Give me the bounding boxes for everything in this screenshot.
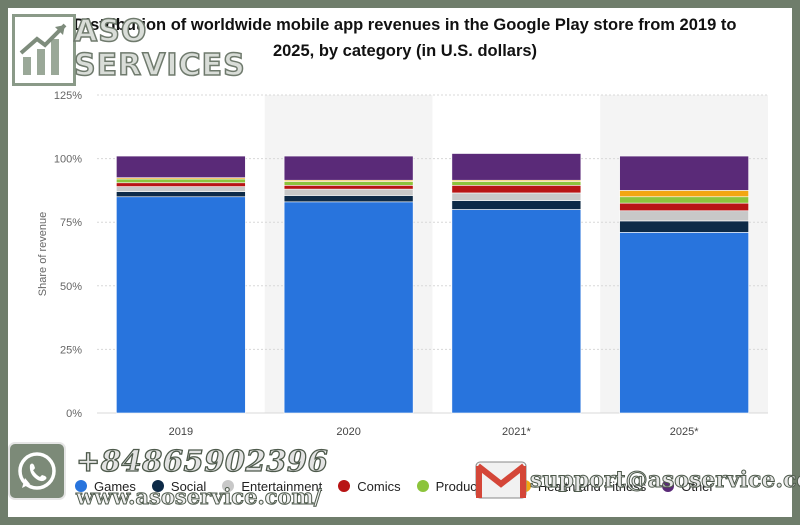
logo-line-1: ASO <box>73 13 148 50</box>
legend-label: Other <box>681 478 714 494</box>
watermark-email[interactable]: support@asoservice.com <box>529 467 800 494</box>
legend-label: Entertainment <box>241 478 323 494</box>
bar-segment-social <box>451 200 582 210</box>
legend-swatch <box>338 480 351 492</box>
y-tick-label: 75% <box>60 217 82 229</box>
legend-swatch <box>75 480 87 492</box>
legend-swatch <box>662 480 675 492</box>
bar-segment-entertainment <box>619 210 749 222</box>
legend-item[interactable]: Social <box>151 478 207 494</box>
chart-title: Distribution of worldwide mobile app rev… <box>73 16 737 60</box>
whatsapp-icon <box>8 442 66 500</box>
bar-segment-social <box>116 191 246 198</box>
y-tick-label: 100% <box>54 154 82 166</box>
y-tick-label: 25% <box>60 344 82 356</box>
bar-segment-other <box>116 155 246 178</box>
x-tick-label: 2025* <box>670 426 699 438</box>
y-tick-label: 0% <box>66 408 82 420</box>
bar-segment-health-and-fitness <box>619 190 749 198</box>
legend-swatch <box>151 480 164 492</box>
bar-segment-entertainment <box>451 192 582 201</box>
bar-segment-comics <box>451 185 582 194</box>
gmail-icon <box>474 458 528 502</box>
bar-segment-other <box>619 155 749 191</box>
watermark-phone: +84865902396 <box>75 443 329 478</box>
chart-legend: Games Social Entertainment Comics Productivi… <box>75 476 775 496</box>
bar-segment-games <box>619 232 749 414</box>
bar-segment-entertainment <box>283 188 414 196</box>
legend-item[interactable]: Comics <box>338 478 401 494</box>
legend-item[interactable]: Games <box>75 479 136 494</box>
x-tick-label: 2019 <box>169 426 193 438</box>
bar-segment-comics <box>116 182 246 187</box>
legend-item[interactable]: Entertainment <box>222 479 322 494</box>
bar-segment-other <box>283 155 414 181</box>
bar-segment-games <box>451 209 582 414</box>
watermark-website[interactable]: www.asoservice.com/ <box>75 484 322 510</box>
legend-label: Social <box>170 478 207 494</box>
bar-segment-productivity <box>619 196 749 204</box>
bar-segment-social <box>283 195 414 203</box>
y-axis-label: Share of revenue <box>37 212 49 296</box>
bar-segment-games <box>116 196 246 414</box>
bar-segment-other <box>451 153 582 181</box>
bar-segment-productivity <box>116 178 246 184</box>
legend-label: Health and Fitness <box>537 478 647 494</box>
bar-segment-productivity <box>451 181 582 186</box>
y-tick-label: 50% <box>60 281 82 293</box>
bar-segment-comics <box>283 185 414 190</box>
legend-label: Games <box>94 478 136 494</box>
bar-segment-games <box>283 201 414 414</box>
logo-line-2: SERVICES <box>73 47 246 84</box>
x-tick-label: 2020 <box>336 426 360 438</box>
legend-swatch <box>222 480 235 492</box>
bar-segment-entertainment <box>116 186 246 192</box>
legend-label: Comics <box>357 478 401 494</box>
aso-services-logo: ASO SERVICES <box>12 12 245 88</box>
x-tick-label: 2021* <box>502 426 531 438</box>
legend-item[interactable]: Other <box>662 479 714 494</box>
growth-chart-icon <box>12 14 76 86</box>
bar-segment-social <box>619 220 749 233</box>
bar-segment-productivity <box>283 181 414 186</box>
legend-swatch <box>416 480 429 492</box>
bar-segment-comics <box>619 202 749 212</box>
y-tick-label: 125% <box>54 90 82 102</box>
